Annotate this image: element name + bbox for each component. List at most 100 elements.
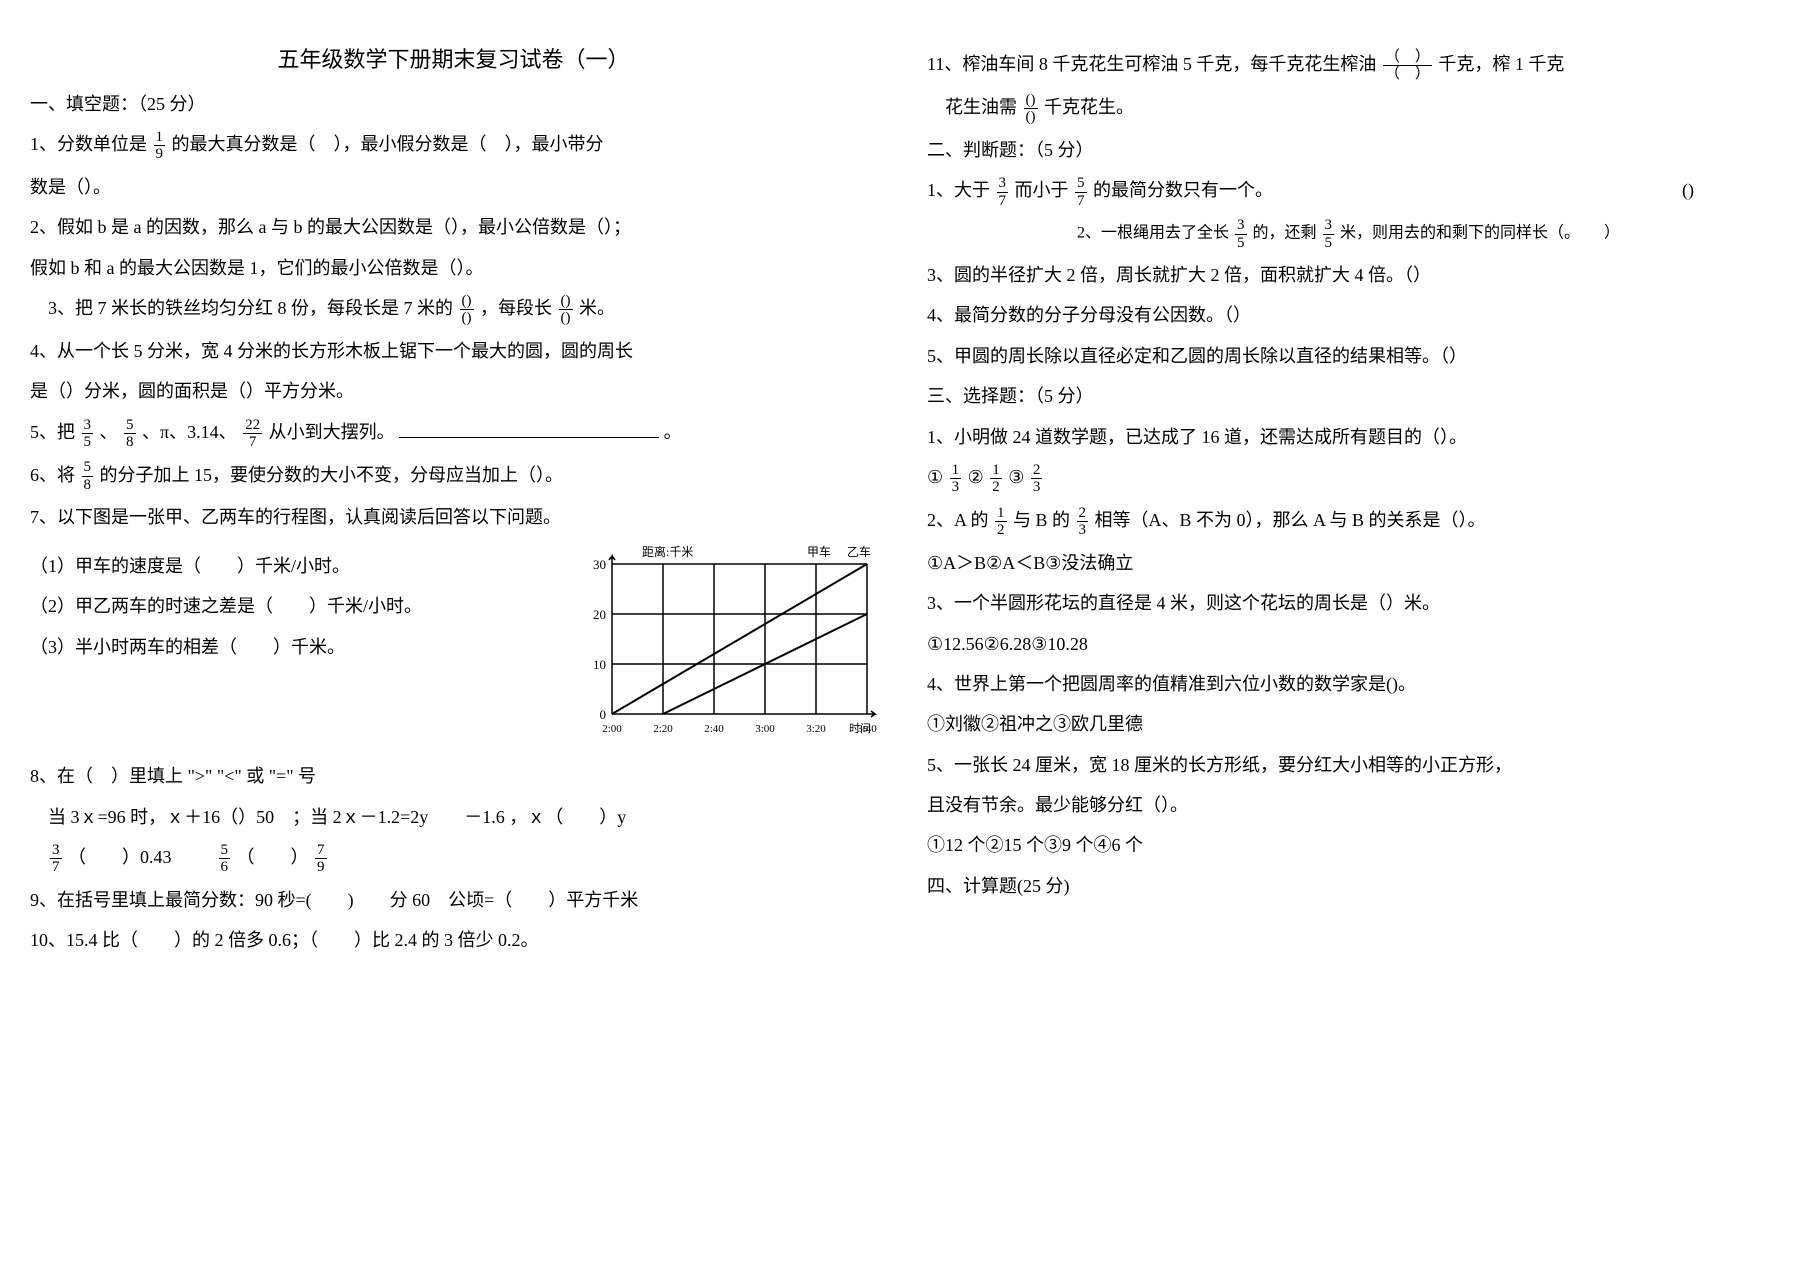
q11-line2: 花生油需 ()() 千克花生。 — [927, 91, 1774, 126]
exam-title: 五年级数学下册期末复习试卷（一） — [30, 40, 877, 80]
c5-a: 5、一张长 24 厘米，宽 18 厘米的长方形纸，要分红大小相等的小正方形， — [927, 749, 1774, 781]
distance-time-chart: 01020302:002:202:403:003:203:40距离:千米甲车乙车… — [577, 542, 877, 752]
j1-c: 的最简分数只有一个。 — [1093, 180, 1273, 200]
section-3-heading: 三、选择题：（5 分） — [927, 380, 1774, 412]
c1-opts: ① 13 ② 12 ③ 23 — [927, 461, 1774, 496]
q11-b: 千克，榨 1 千克 — [1438, 54, 1564, 74]
q8-f1: 37 — [50, 842, 62, 876]
svg-text:2:20: 2:20 — [653, 723, 673, 735]
c1-f2: 12 — [990, 462, 1002, 496]
q11-f1: （ ）（ ） — [1383, 49, 1432, 83]
j1-f2: 57 — [1075, 175, 1087, 209]
q8-row2: 37 （ ）0.43 56 （ ） 79 — [30, 841, 877, 876]
q6-f: 58 — [82, 459, 94, 493]
c2-a: 2、A 的 — [927, 510, 989, 530]
j4: 4、最简分数的分子分母没有公因数。（） — [927, 299, 1774, 331]
q8-f2: 56 — [219, 842, 231, 876]
j2-a: 2、一根绳用去了全长 — [1077, 225, 1229, 242]
svg-text:10: 10 — [593, 657, 606, 672]
q1-fraction: 1 9 — [154, 129, 166, 163]
j1-b: 而小于 — [1015, 180, 1069, 200]
page: 五年级数学下册期末复习试卷（一） 一、填空题：（25 分） 1、分数单位是 1 … — [30, 40, 1774, 965]
q11-f2: ()() — [1024, 92, 1038, 126]
section-4-heading: 四、计算题(25 分) — [927, 870, 1774, 902]
c1-f1: 13 — [950, 462, 962, 496]
q1-line1: 1、分数单位是 1 9 的最大真分数是（ ），最小假分数是（ ），最小带分 — [30, 128, 877, 163]
c1-c: ② — [968, 467, 984, 487]
q3-c: 米。 — [579, 298, 615, 318]
q5-c: 。 — [664, 422, 682, 442]
q10: 10、15.4 比（ ）的 2 倍多 0.6；（ ）比 2.4 的 3 倍少 0… — [30, 924, 877, 956]
q11-line1: 11、榨油车间 8 千克花生可榨油 5 千克，每千克花生榨油 （ ）（ ） 千克… — [927, 48, 1774, 83]
svg-text:甲车: 甲车 — [807, 544, 831, 559]
q7-intro: 7、以下图是一张甲、乙两车的行程图，认真阅读后回答以下问题。 — [30, 501, 877, 533]
j1-f1: 37 — [997, 175, 1009, 209]
j1-d: () — [1682, 174, 1774, 206]
q5-sep1: 、 — [100, 422, 118, 442]
q11-a: 11、榨油车间 8 千克花生可榨油 5 千克，每千克花生榨油 — [927, 54, 1376, 74]
j1: 1、大于 37 而小于 57 的最简分数只有一个。 () — [927, 174, 1774, 209]
svg-text:乙车: 乙车 — [847, 544, 871, 559]
q4-line2: 是（）分米，圆的面积是（）平方分米。 — [30, 375, 877, 407]
chart-svg: 01020302:002:202:403:003:203:40距离:千米甲车乙车… — [577, 542, 877, 742]
q5: 5、把 35 、 58 、π、3.14、 227 从小到大摆列。 。 — [30, 416, 877, 451]
j2-b: 的，还剩 — [1253, 225, 1317, 242]
svg-text:30: 30 — [593, 557, 606, 572]
q7-1: （1）甲车的速度是（ ）千米/小时。 — [30, 550, 547, 582]
c5-b: 且没有节余。最少能够分红（）。 — [927, 789, 1774, 821]
q5-a: 5、把 — [30, 422, 75, 442]
c1-a: 1、小明做 24 道数学题，已达成了 16 道，还需达成所有题目的（）。 — [927, 421, 1774, 453]
q6: 6、将 58 的分子加上 15，要使分数的大小不变，分母应当加上（）。 — [30, 459, 877, 494]
right-column: 11、榨油车间 8 千克花生可榨油 5 千克，每千克花生榨油 （ ）（ ） 千克… — [927, 40, 1774, 965]
c1-b: ① — [927, 467, 943, 487]
q3-b: ，每段长 — [480, 298, 552, 318]
c1-d: ③ — [1008, 467, 1024, 487]
svg-text:3:00: 3:00 — [755, 723, 775, 735]
c2-c: 相等（A、B 不为 0），那么 A 与 B 的关系是（）。 — [1095, 510, 1486, 530]
q3-frac2: () () — [559, 293, 573, 327]
svg-text:2:00: 2:00 — [602, 723, 622, 735]
q8-b2: （ ）0.43 — [68, 847, 172, 867]
svg-text:20: 20 — [593, 607, 606, 622]
c3-b: ①12.56②6.28③10.28 — [927, 628, 1774, 660]
q5-sep2: 、π、3.14、 — [142, 422, 237, 442]
j2-c: 米，则用去的和剩下的同样长（。 ） — [1340, 225, 1620, 242]
q6-a: 6、将 — [30, 465, 75, 485]
c2-f2: 23 — [1077, 505, 1089, 539]
q4-line1: 4、从一个长 5 分米，宽 4 分米的长方形木板上锯下一个最大的圆，圆的周长 — [30, 335, 877, 367]
svg-text:0: 0 — [600, 707, 607, 722]
c4-a: 4、世界上第一个把圆周率的值精准到六位小数的数学家是()。 — [927, 668, 1774, 700]
j1-a: 1、大于 — [927, 180, 990, 200]
q7-wrap: （1）甲车的速度是（ ）千米/小时。 （2）甲乙两车的时速之差是（ ）千米/小时… — [30, 542, 877, 752]
q8-a: 8、在（ ）里填上 ">" "<" 或 "=" 号 — [30, 760, 877, 792]
c2-line2: ①A＞B②A＜B③没法确立 — [927, 547, 1774, 579]
left-column: 五年级数学下册期末复习试卷（一） 一、填空题：（25 分） 1、分数单位是 1 … — [30, 40, 877, 965]
q5-f2: 58 — [124, 417, 136, 451]
j5: 5、甲圆的周长除以直径必定和乙圆的周长除以直径的结果相等。（） — [927, 340, 1774, 372]
c2-b: 与 B 的 — [1013, 510, 1070, 530]
svg-text:距离:千米: 距离:千米 — [642, 544, 693, 559]
c4-b: ①刘徽②祖冲之③欧几里德 — [927, 708, 1774, 740]
q5-b: 从小到大摆列。 — [269, 422, 395, 442]
q2-line1: 2、假如 b 是 a 的因数，那么 a 与 b 的最大公因数是（），最小公倍数是… — [30, 211, 877, 243]
svg-text:时间: 时间 — [849, 722, 871, 735]
q11-d: 千克花生。 — [1044, 97, 1134, 117]
q3-frac1: () () — [460, 293, 474, 327]
q5-blank — [399, 418, 659, 438]
q1-text-b: 的最大真分数是（ ），最小假分数是（ ），最小带分 — [172, 134, 604, 154]
c2-line1: 2、A 的 12 与 B 的 23 相等（A、B 不为 0），那么 A 与 B … — [927, 504, 1774, 539]
q9: 9、在括号里填上最简分数：90 秒=( ) 分 60 公顷=（ ）平方千米 — [30, 884, 877, 916]
q2-line2: 假如 b 和 a 的最大公因数是 1，它们的最小公倍数是（）。 — [30, 252, 877, 284]
j2: 2、一根绳用去了全长 35 的，还剩 35 米，则用去的和剩下的同样长（。 ） — [927, 217, 1774, 251]
q5-f1: 35 — [82, 417, 94, 451]
j2-f1: 35 — [1235, 217, 1247, 251]
q7-2: （2）甲乙两车的时速之差是（ ）千米/小时。 — [30, 590, 547, 622]
section-2-heading: 二、判断题：（5 分） — [927, 134, 1774, 166]
c1-f3: 23 — [1031, 462, 1043, 496]
c2-f1: 12 — [995, 505, 1007, 539]
q5-f3: 227 — [243, 417, 262, 451]
q11-c: 花生油需 — [945, 97, 1017, 117]
svg-text:3:20: 3:20 — [806, 723, 826, 735]
j2-f2: 35 — [1323, 217, 1335, 251]
q8-b3: （ ） — [237, 847, 309, 867]
